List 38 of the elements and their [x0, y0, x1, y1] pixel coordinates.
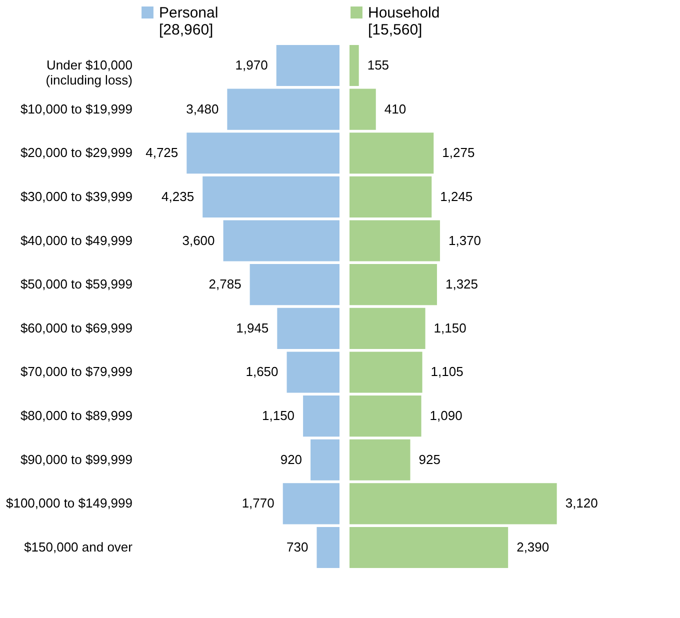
data-label: 3,120 — [565, 496, 598, 511]
data-label: 925 — [418, 452, 440, 467]
data-label: 3,480 — [186, 101, 219, 116]
legend-label: Household [15,560] — [368, 4, 440, 38]
y-tick-label: $10,000 to $19,999 — [20, 101, 132, 116]
y-tick-label: $70,000 to $79,999 — [20, 364, 132, 380]
data-label: 1,275 — [442, 145, 475, 160]
data-label: 1,650 — [246, 364, 278, 380]
y-tick-label: $30,000 to $39,999 — [20, 188, 132, 204]
data-label: 2,390 — [516, 540, 550, 555]
data-label: 3,600 — [182, 232, 215, 248]
y-tick-label: $40,000 to $49,999 — [20, 232, 132, 248]
data-label: 1,970 — [235, 57, 268, 72]
data-label: 1,770 — [242, 496, 274, 511]
data-label: 920 — [280, 452, 302, 467]
data-label: 1,945 — [236, 320, 269, 336]
y-tick-label: $90,000 to $99,999 — [20, 452, 132, 467]
y-tick-label: $50,000 to $59,999 — [20, 276, 132, 292]
data-label: 4,235 — [162, 188, 194, 204]
y-tick-label: $150,000 and over — [24, 540, 134, 555]
legend-label: Personal [28,960] — [159, 4, 218, 38]
data-label: 1,370 — [448, 232, 482, 248]
data-label: 1,090 — [430, 408, 462, 424]
data-label: 1,105 — [430, 364, 464, 380]
data-label: 2,785 — [208, 276, 242, 292]
data-label: 1,245 — [440, 188, 473, 204]
y-tick-label: $80,000 to $89,999 — [20, 408, 132, 424]
y-tick-label: $20,000 to $29,999 — [20, 145, 132, 160]
y-tick-label: Under $10,000 (including loss) — [46, 57, 132, 88]
data-label: 730 — [286, 540, 308, 555]
data-label: 1,325 — [445, 276, 478, 292]
data-label: 1,150 — [434, 320, 466, 336]
y-tick-label: $60,000 to $69,999 — [20, 320, 132, 336]
data-label: 4,725 — [146, 145, 178, 160]
data-label: 410 — [384, 101, 406, 116]
data-label: 155 — [367, 57, 390, 72]
y-tick-label: $100,000 to $149,999 — [6, 496, 132, 511]
data-label: 1,150 — [262, 408, 295, 424]
